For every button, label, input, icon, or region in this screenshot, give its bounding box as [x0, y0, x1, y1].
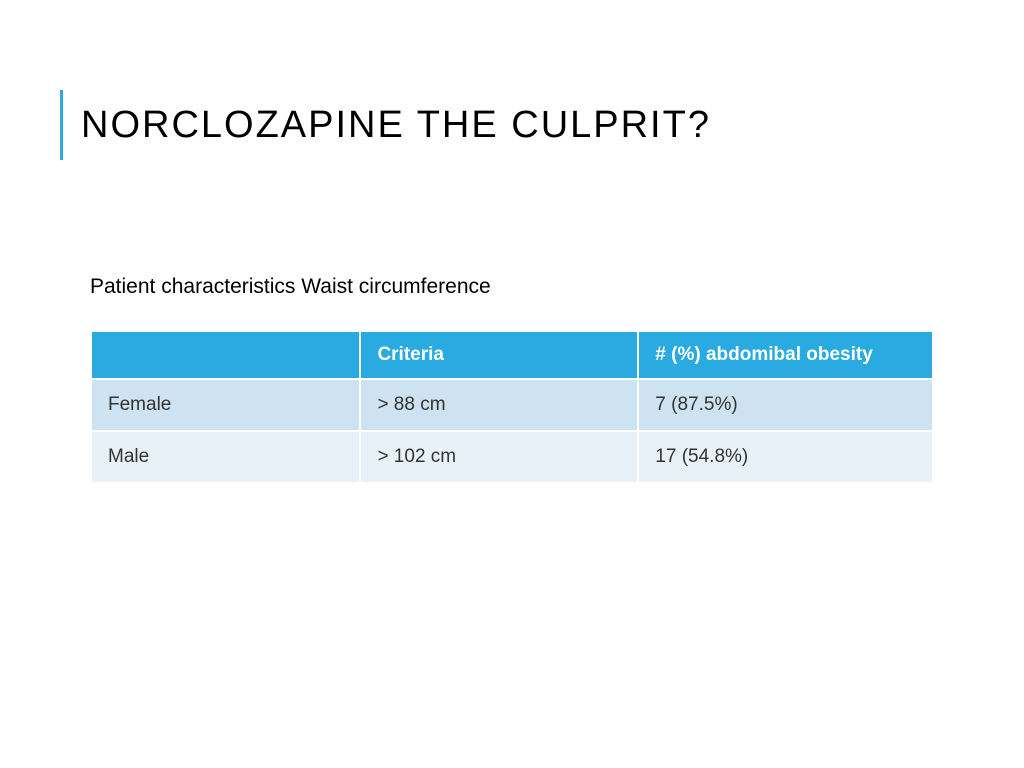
slide-title: NORCLOZAPINE THE CULPRIT?	[81, 104, 711, 147]
table-cell-criteria: > 102 cm	[360, 431, 638, 483]
slide-subtitle: Patient characteristics Waist circumfere…	[90, 275, 491, 299]
table-header-row: Criteria # (%) abdomibal obesity	[91, 331, 933, 379]
title-accent-bar	[60, 90, 63, 160]
table-cell-category: Female	[91, 379, 360, 431]
table-row: Male > 102 cm 17 (54.8%)	[91, 431, 933, 483]
title-container: NORCLOZAPINE THE CULPRIT?	[60, 90, 711, 160]
table-cell-criteria: > 88 cm	[360, 379, 638, 431]
characteristics-table: Criteria # (%) abdomibal obesity Female …	[90, 330, 934, 484]
table-cell-obesity: 7 (87.5%)	[638, 379, 933, 431]
table-header-criteria: Criteria	[360, 331, 638, 379]
table-header-blank	[91, 331, 360, 379]
table-cell-obesity: 17 (54.8%)	[638, 431, 933, 483]
table-cell-category: Male	[91, 431, 360, 483]
table-row: Female > 88 cm 7 (87.5%)	[91, 379, 933, 431]
table-header-obesity: # (%) abdomibal obesity	[638, 331, 933, 379]
